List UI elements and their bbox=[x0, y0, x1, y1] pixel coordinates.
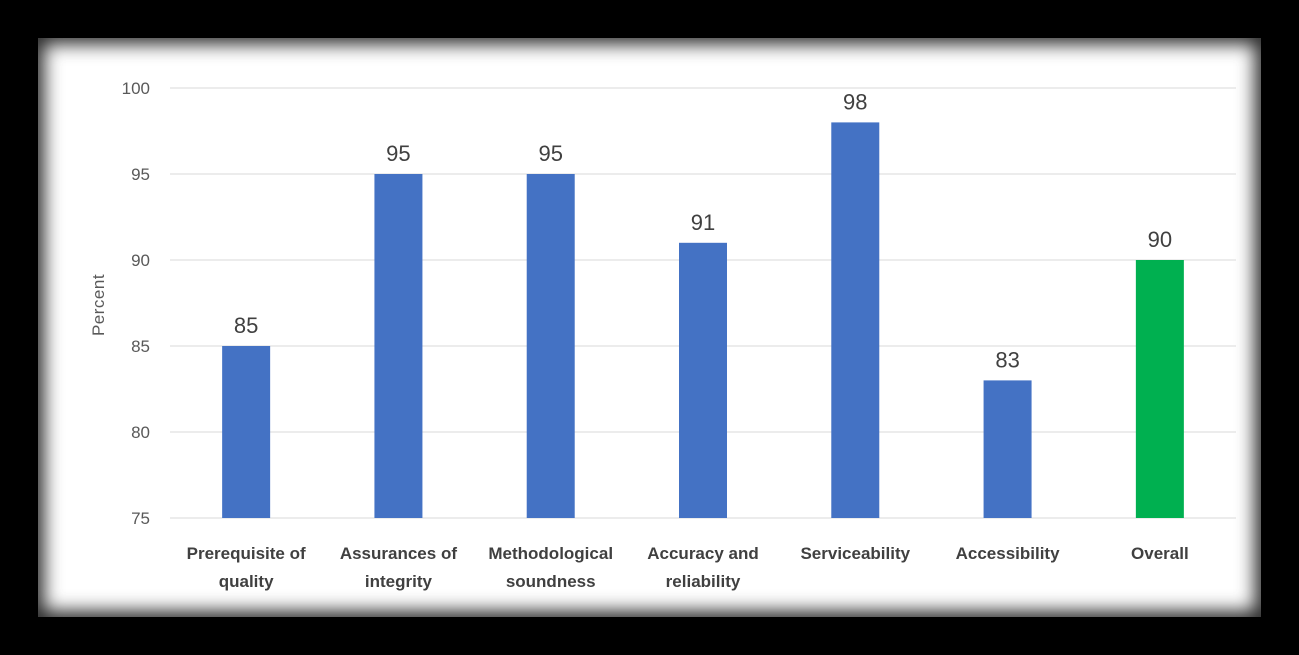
data-label: 95 bbox=[538, 141, 562, 166]
x-tick-label: Prerequisite of quality bbox=[187, 544, 306, 591]
y-tick-label: 100 bbox=[122, 79, 150, 98]
data-labels: 85 95 95 91 98 83 90 bbox=[234, 89, 1172, 372]
x-tick-label: Accessibility bbox=[956, 544, 1060, 563]
y-tick-label: 85 bbox=[131, 337, 150, 356]
bar bbox=[679, 242, 727, 519]
y-tick-label: 90 bbox=[131, 251, 150, 270]
data-label: 95 bbox=[386, 141, 410, 166]
bar bbox=[374, 174, 423, 518]
y-axis-ticks: 75 80 85 90 95 100 bbox=[122, 79, 150, 528]
bar bbox=[1135, 260, 1184, 518]
y-axis-title: Percent bbox=[89, 274, 108, 336]
data-label: 83 bbox=[995, 347, 1019, 372]
x-tick-label: Assurances of integrity bbox=[340, 544, 457, 591]
data-label: 91 bbox=[691, 210, 715, 235]
bars bbox=[222, 122, 1184, 519]
data-label: 85 bbox=[234, 313, 258, 338]
bar bbox=[526, 174, 575, 518]
x-tick-label: Serviceability bbox=[800, 544, 910, 563]
x-tick-label: Methodological soundness bbox=[488, 544, 613, 591]
bar bbox=[983, 380, 1032, 518]
y-tick-label: 80 bbox=[131, 423, 150, 442]
data-label: 90 bbox=[1148, 227, 1172, 252]
chart-panel bbox=[38, 38, 1261, 617]
y-tick-label: 95 bbox=[131, 165, 150, 184]
x-tick-label: Accuracy and reliability bbox=[647, 544, 759, 591]
bar bbox=[831, 122, 880, 519]
bar bbox=[222, 346, 271, 518]
y-tick-label: 75 bbox=[131, 509, 150, 528]
x-tick-label: Overall bbox=[1131, 544, 1189, 563]
x-axis-labels: Prerequisite of quality Assurances of integ… bbox=[187, 544, 1189, 591]
data-label: 98 bbox=[843, 89, 867, 114]
